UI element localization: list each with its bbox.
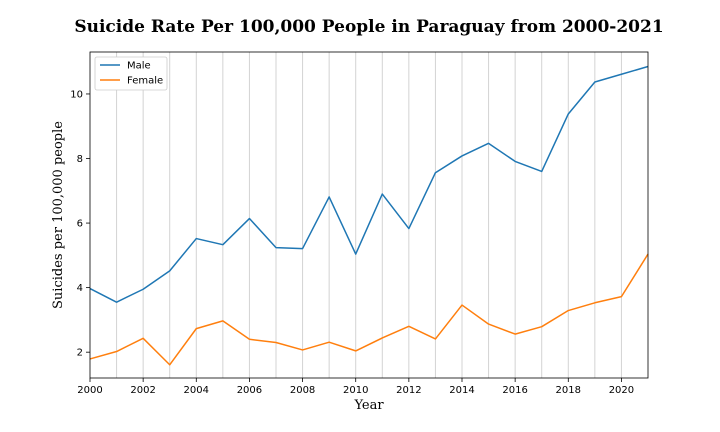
x-tick-label: 2018 [556,385,581,396]
chart-title: Suicide Rate Per 100,000 People in Parag… [74,17,663,37]
x-tick-label: 2006 [237,385,262,396]
x-tick-label: 2014 [449,385,474,396]
legend-label-female: Female [127,76,163,87]
x-tick-label: 2008 [290,385,315,396]
x-tick-label: 2004 [184,385,209,396]
y-axis-label: Suicides per 100,000 people [51,121,66,309]
x-tick-label: 2016 [502,385,527,396]
legend: Male Female [94,56,168,91]
x-tick-label: 2000 [77,385,102,396]
y-tick-label: 4 [77,283,83,294]
x-tick-label: 2012 [396,385,421,396]
grid-lines [116,52,622,378]
y-axis-ticks: 2 4 6 8 10 [70,89,90,359]
x-axis-label: Year [353,398,384,413]
x-axis-ticks: 2000 2002 2004 2006 2008 2010 2012 2014 2016 2018… [77,378,634,396]
series-line-female [89,253,649,366]
legend-label-male: Male [127,61,151,72]
x-tick-label: 2020 [609,385,634,396]
series-lines [89,65,649,366]
x-tick-label: 2010 [343,385,368,396]
plot-frame [89,51,649,379]
series-line-male [89,65,649,303]
x-tick-label: 2002 [130,385,155,396]
y-tick-label: 8 [77,154,83,165]
y-tick-label: 6 [77,219,83,230]
y-tick-label: 2 [77,348,83,359]
y-tick-label: 10 [70,89,83,100]
